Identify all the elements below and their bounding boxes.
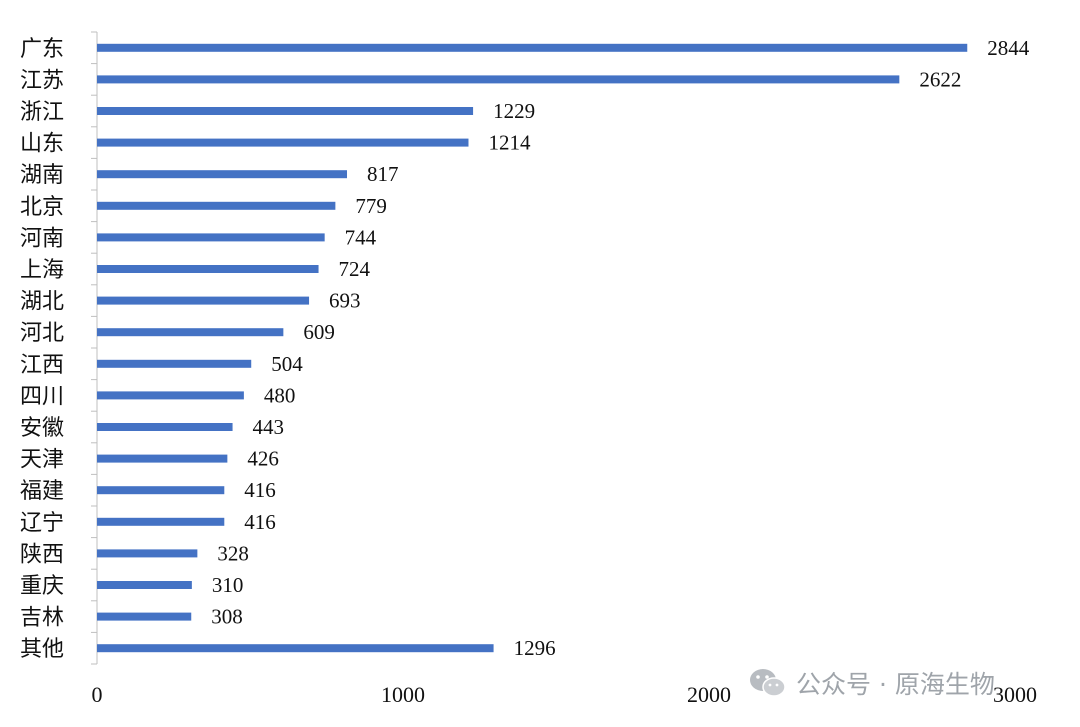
x-tick-labels: 0 1000 2000 3000 xyxy=(92,682,1038,707)
value-label: 443 xyxy=(253,415,284,439)
category-label: 其他 xyxy=(20,637,64,662)
bar xyxy=(97,75,900,84)
value-label: 744 xyxy=(345,225,377,249)
bar xyxy=(97,43,968,52)
value-label: 779 xyxy=(355,194,387,218)
x-tick-label: 2000 xyxy=(687,682,731,707)
value-label: 504 xyxy=(271,352,303,376)
bar xyxy=(97,296,310,305)
category-label: 四川 xyxy=(20,384,64,409)
bar xyxy=(97,486,225,495)
x-tick-label: 1000 xyxy=(381,682,425,707)
value-label: 416 xyxy=(244,478,276,502)
category-label: 江苏 xyxy=(20,68,64,93)
value-label: 1214 xyxy=(488,131,531,155)
bar xyxy=(97,170,348,179)
bar xyxy=(97,328,284,337)
bar xyxy=(97,391,244,400)
bar xyxy=(97,201,336,210)
value-label: 310 xyxy=(212,573,244,597)
bar xyxy=(97,644,494,653)
wechat-icon xyxy=(750,669,786,697)
category-label: 陕西 xyxy=(20,542,64,567)
value-label: 1296 xyxy=(514,636,556,660)
bar xyxy=(97,612,192,621)
bar xyxy=(97,107,474,115)
watermark-text: 公众号 · 原海生物 xyxy=(796,670,995,699)
value-label: 2844 xyxy=(987,36,1029,60)
value-label: 1229 xyxy=(493,99,535,123)
category-label: 湖南 xyxy=(20,163,64,188)
value-label: 328 xyxy=(217,541,249,565)
category-label: 北京 xyxy=(20,195,64,220)
category-label: 福建 xyxy=(20,479,64,504)
bar xyxy=(97,265,319,273)
category-label: 上海 xyxy=(20,258,64,283)
category-label: 河南 xyxy=(20,226,64,251)
value-label: 308 xyxy=(211,605,243,629)
value-label: 724 xyxy=(339,257,371,281)
category-label: 辽宁 xyxy=(20,511,64,536)
bars xyxy=(97,43,968,653)
category-label: 安徽 xyxy=(20,416,64,441)
value-label: 416 xyxy=(244,510,276,534)
bar xyxy=(97,233,325,242)
value-label: 693 xyxy=(329,289,361,313)
bar xyxy=(97,423,233,431)
axes xyxy=(91,31,98,665)
x-tick-label: 0 xyxy=(92,682,103,707)
value-label: 609 xyxy=(303,320,335,344)
value-label: 426 xyxy=(247,447,279,471)
bar xyxy=(97,454,228,463)
category-label: 重庆 xyxy=(20,574,64,599)
category-label: 浙江 xyxy=(20,100,64,125)
bar xyxy=(97,359,252,368)
bar xyxy=(97,138,469,147)
category-label: 吉林 xyxy=(20,606,64,631)
value-label: 817 xyxy=(367,162,399,186)
category-label: 山东 xyxy=(20,132,64,157)
watermark: 公众号 · 原海生物 xyxy=(748,665,995,701)
category-label: 广东 xyxy=(20,37,64,62)
category-label: 河北 xyxy=(20,321,64,346)
x-tick-label: 3000 xyxy=(993,682,1037,707)
bar xyxy=(97,517,225,526)
bar xyxy=(97,581,192,589)
value-label: 480 xyxy=(264,383,296,407)
bar xyxy=(97,549,198,558)
value-label: 2622 xyxy=(919,67,961,91)
category-label: 江西 xyxy=(20,353,64,378)
category-label: 湖北 xyxy=(20,290,64,315)
category-label: 天津 xyxy=(20,448,64,473)
